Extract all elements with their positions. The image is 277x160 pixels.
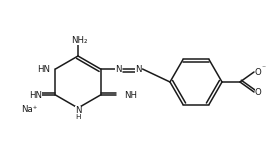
Text: NH: NH [125, 91, 137, 100]
Text: Na⁺: Na⁺ [21, 104, 38, 113]
Text: O: O [255, 88, 261, 96]
Text: N: N [135, 64, 142, 73]
Text: O: O [255, 68, 261, 76]
Text: HN: HN [29, 91, 42, 100]
Text: HN: HN [37, 64, 50, 73]
Text: N: N [75, 105, 81, 115]
Text: NH₂: NH₂ [71, 36, 87, 44]
Text: ⁻: ⁻ [262, 64, 266, 72]
Text: N: N [115, 64, 122, 73]
Text: H: H [75, 114, 81, 120]
